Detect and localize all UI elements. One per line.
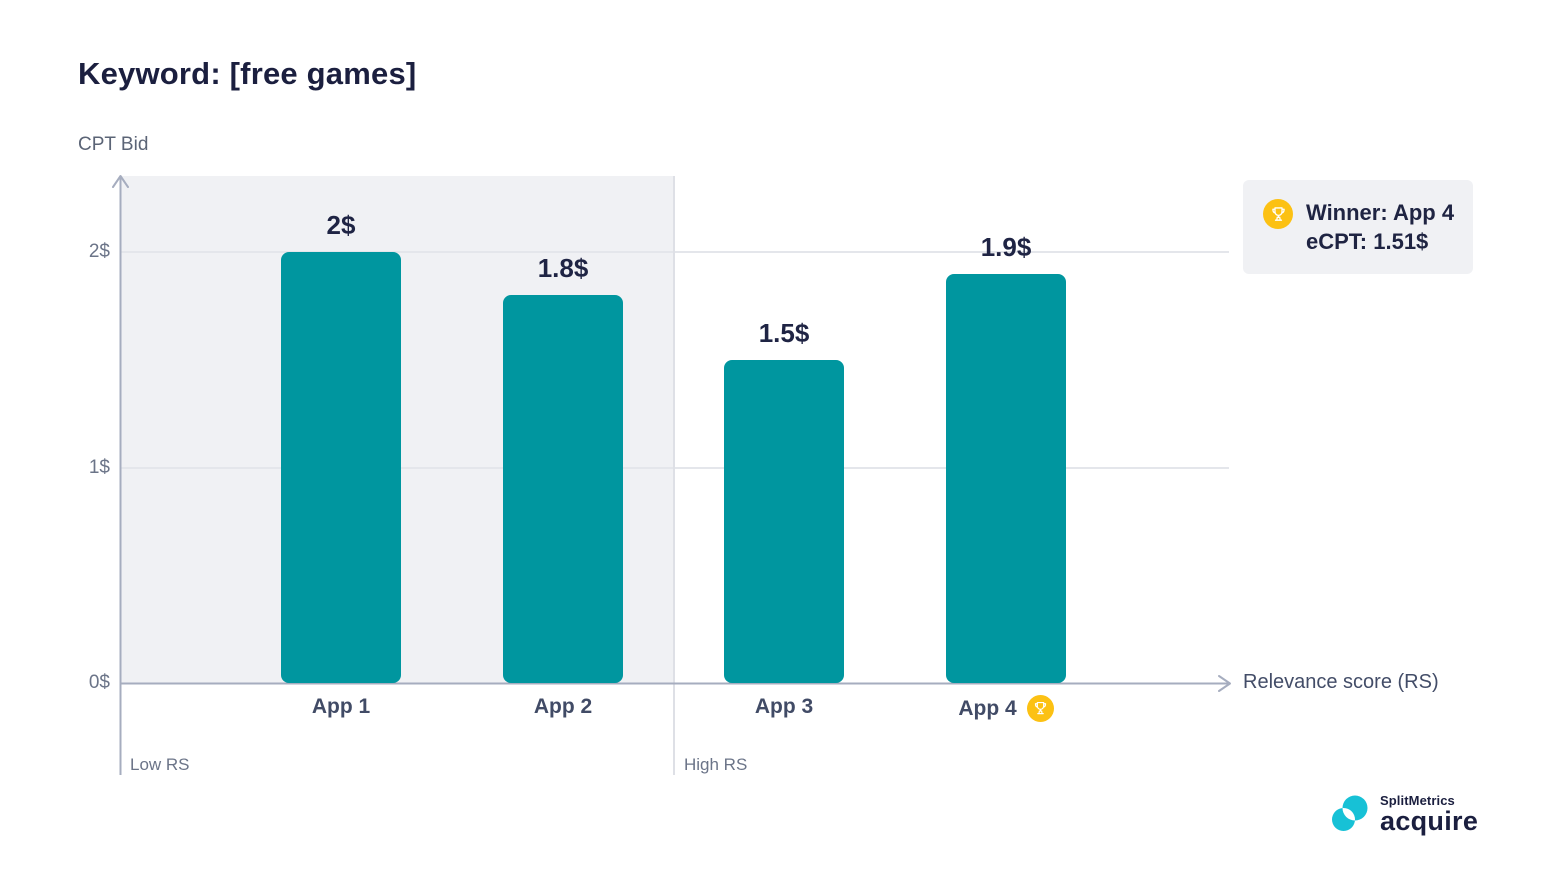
splitmetrics-acquire-logo: SplitMetrics acquire [1328,792,1478,836]
winner-line: Winner: App 4 [1306,200,1455,225]
bar-app-4 [946,273,1066,683]
bar-app-2 [503,295,623,683]
category-label: App 3 [684,695,884,719]
winner-badge-text: Winner: App 4 eCPT: 1.51$ [1306,198,1454,256]
bar-value-label: 2$ [326,210,356,240]
bar-value-label: 1.9$ [980,231,1032,262]
splitmetrics-logo-mark-icon [1332,795,1368,831]
gridline [121,466,1229,469]
winner-trophy-icon [1026,695,1054,722]
trophy-glyph-icon [1034,701,1046,715]
bar-value-label: 1.5$ [758,317,810,348]
category-label: App 1 [241,695,441,719]
x-axis-arrow-icon [1218,675,1231,692]
high-rs-label: High RS [684,755,748,774]
trophy-icon [1263,199,1293,229]
low-rs-label: Low RS [130,755,190,774]
y-tick-label: 0$ [88,672,110,693]
logo-brand-name: SplitMetrics [1380,792,1455,808]
category-label: App 2 [463,695,663,719]
y-axis-title: CPT Bid [78,134,149,155]
category-label: App 4 [906,695,1106,722]
y-tick-label: 1$ [88,456,110,478]
bar-app-1 [281,252,401,683]
winner-badge: Winner: App 4 eCPT: 1.51$ [1243,180,1473,274]
logo-product-name: acquire [1380,805,1479,836]
y-tick-label: 2$ [88,241,110,262]
bar-value-label: 1.8$ [537,253,589,284]
x-axis-title: Relevance score (RS) [1243,671,1439,693]
category-label-text: App 1 [311,695,371,718]
logo-text: SplitMetrics acquire [1380,794,1478,835]
category-label-text: App 4 [958,696,1017,720]
bar-app-3 [724,359,844,683]
category-label-text: App 3 [754,695,814,718]
category-label-text: App 2 [533,695,593,718]
trophy-glyph-icon [1271,206,1285,221]
ecpt-line: eCPT: 1.51$ [1306,229,1429,254]
gridline [121,251,1229,253]
page-title: Keyword: [free games] [78,56,417,91]
